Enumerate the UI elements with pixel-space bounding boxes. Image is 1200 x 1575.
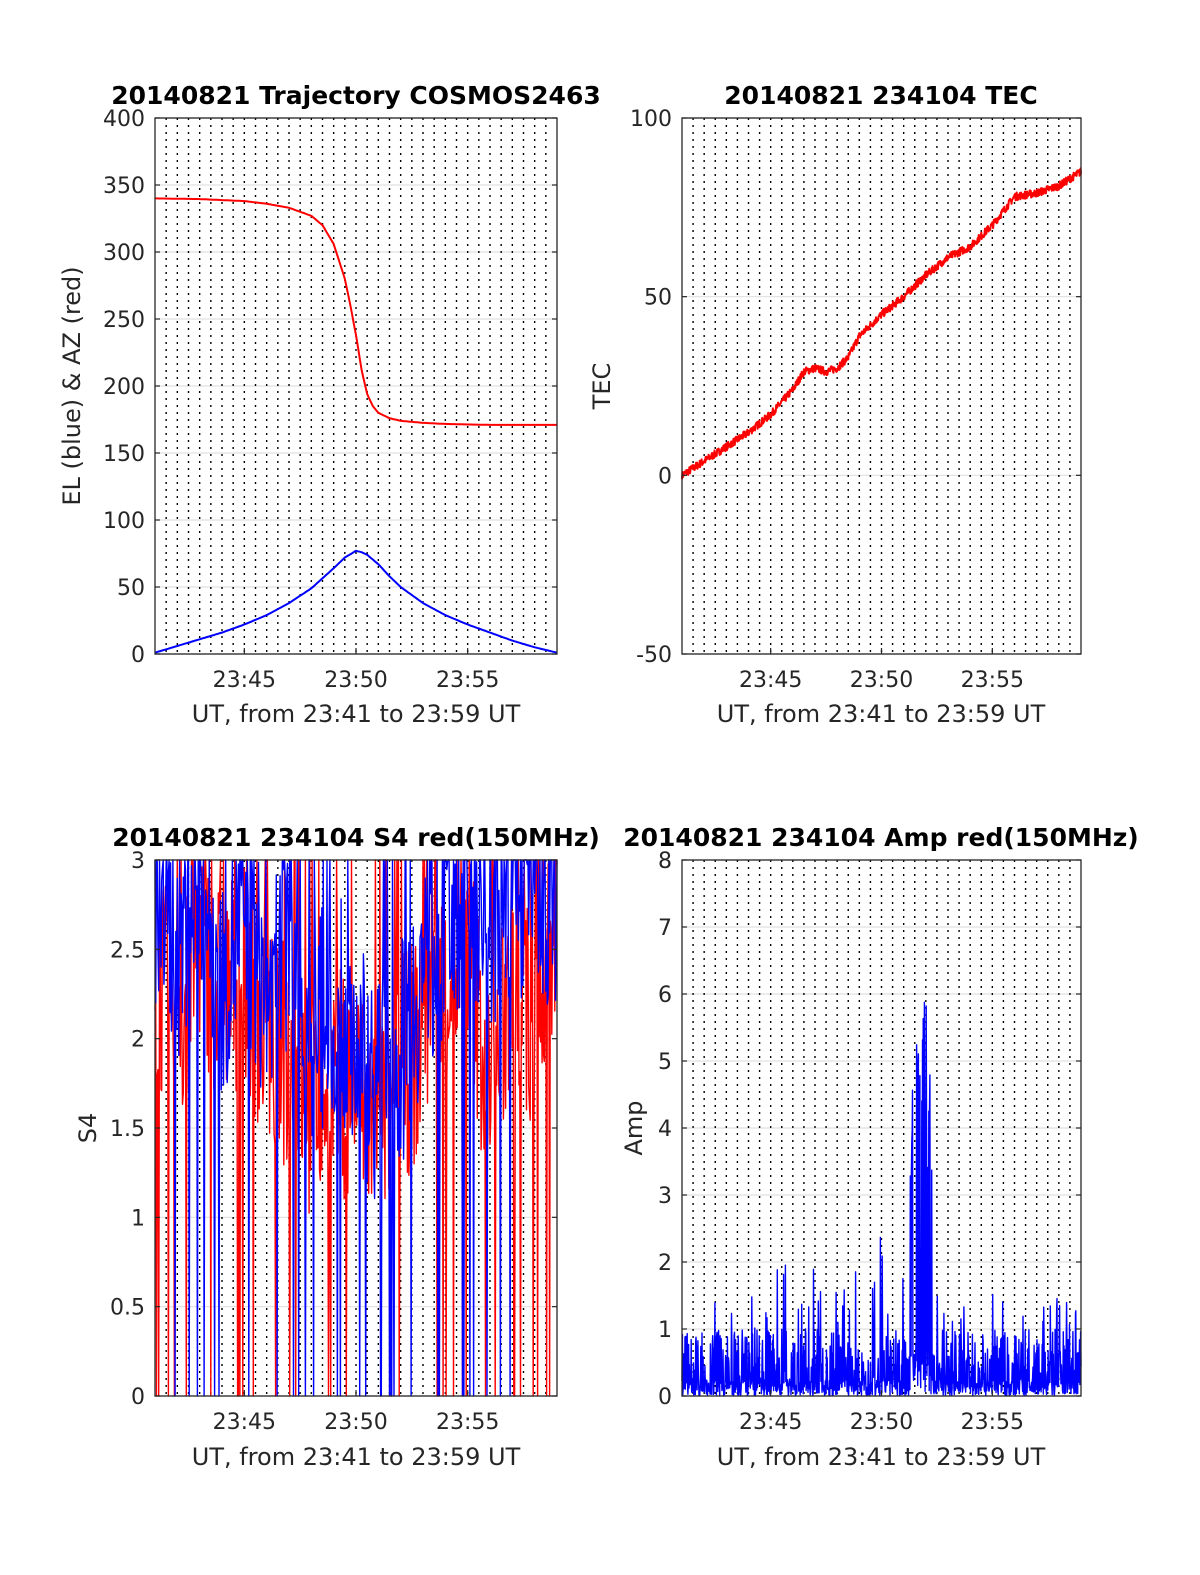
y-tick-label: 1 xyxy=(131,1206,145,1231)
x-tick-label: 23:45 xyxy=(213,668,276,693)
y-tick-label: 3 xyxy=(658,1184,672,1209)
y-axis-label: Amp xyxy=(620,1100,648,1155)
x-tick-label: 23:45 xyxy=(213,1410,276,1435)
x-tick-label: 23:50 xyxy=(324,1410,387,1435)
y-tick-label: 4 xyxy=(658,1117,672,1142)
y-tick-label: 50 xyxy=(117,576,145,601)
chart-title: 20140821 234104 TEC xyxy=(724,81,1037,110)
y-tick-label: 0.5 xyxy=(110,1296,145,1321)
y-tick-label: 100 xyxy=(103,509,145,534)
x-axis-label: UT, from 23:41 to 23:59 UT xyxy=(717,700,1046,728)
y-tick-label: 6 xyxy=(658,983,672,1008)
x-tick-label: 23:50 xyxy=(850,1410,913,1435)
series-line-0 xyxy=(681,167,1082,480)
y-tick-label: 2.5 xyxy=(110,938,145,963)
series-line-0 xyxy=(155,197,557,426)
x-tick-label: 23:55 xyxy=(961,668,1024,693)
y-tick-label: 150 xyxy=(103,442,145,467)
x-tick-label: 23:55 xyxy=(436,1410,499,1435)
y-tick-label: 5 xyxy=(658,1050,672,1075)
x-axis-label: UT, from 23:41 to 23:59 UT xyxy=(192,1443,521,1471)
y-tick-label: 3 xyxy=(131,849,145,874)
y-tick-label: 2 xyxy=(131,1028,145,1053)
x-axis-label: UT, from 23:41 to 23:59 UT xyxy=(717,1443,1046,1471)
y-axis-label: TEC xyxy=(588,363,616,411)
x-tick-label: 23:55 xyxy=(436,668,499,693)
y-tick-label: 350 xyxy=(103,174,145,199)
y-tick-label: 100 xyxy=(630,107,672,132)
y-tick-label: 400 xyxy=(103,107,145,132)
y-tick-label: 0 xyxy=(131,1385,145,1410)
chart-amp: 0 1 2 3 4 5 6 7 8 23:45 23:50 23:55 20140821 234104… xyxy=(620,823,1139,1471)
x-tick-label: 23:45 xyxy=(739,668,802,693)
x-tick-label: 23:45 xyxy=(739,1410,802,1435)
y-tick-label: 1 xyxy=(658,1318,672,1343)
chart-title: 20140821 234104 S4 red(150MHz) xyxy=(112,823,600,852)
x-tick-label: 23:55 xyxy=(961,1410,1024,1435)
y-tick-label: 250 xyxy=(103,308,145,333)
chart-title: 20140821 Trajectory COSMOS2463 xyxy=(111,81,601,110)
y-axis-label: EL (blue) & AZ (red) xyxy=(58,266,86,505)
series-line-1 xyxy=(154,549,558,654)
y-tick-label: 0 xyxy=(658,1385,672,1410)
chart-title: 20140821 234104 Amp red(150MHz) xyxy=(623,823,1139,852)
y-tick-label: 0 xyxy=(658,464,672,489)
y-tick-label: 2 xyxy=(658,1251,672,1276)
x-tick-label: 23:50 xyxy=(850,668,913,693)
y-axis-label: S4 xyxy=(74,1113,102,1144)
y-tick-label: 7 xyxy=(658,916,672,941)
y-tick-label: -50 xyxy=(636,643,672,668)
y-tick-label: 0 xyxy=(131,643,145,668)
series-line-0 xyxy=(681,1001,1082,1397)
y-tick-label: 1.5 xyxy=(110,1117,145,1142)
y-tick-label: 300 xyxy=(103,241,145,266)
y-tick-label: 50 xyxy=(644,286,672,311)
y-tick-label: 8 xyxy=(658,849,672,874)
chart-s4: 0 0.5 1 1.5 2 2.5 3 23:45 23:50 23:55 20140821 23… xyxy=(74,823,600,1471)
y-tick-label: 200 xyxy=(103,375,145,400)
x-axis-label: UT, from 23:41 to 23:59 UT xyxy=(192,700,521,728)
chart-tec: -50 0 50 100 23:45 23:50 23:55 20140821 234104… xyxy=(588,81,1082,728)
x-tick-label: 23:50 xyxy=(324,668,387,693)
